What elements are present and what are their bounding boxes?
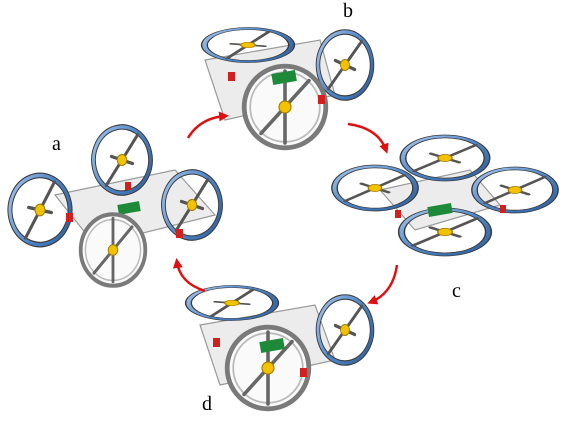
drone-config-a [2, 120, 227, 286]
arrow-d-to-a [172, 258, 206, 293]
label-d: d [202, 393, 212, 415]
label-a: a [52, 133, 61, 155]
label-c: c [452, 280, 461, 302]
arrow-c-to-d [367, 264, 399, 305]
drone-config-c [335, 136, 556, 254]
label-b: b [343, 0, 353, 22]
drone-config-b [192, 24, 376, 148]
arrow-a-to-b [186, 111, 229, 139]
drone-config-d [176, 282, 376, 409]
arrow-b-to-c [347, 122, 389, 154]
